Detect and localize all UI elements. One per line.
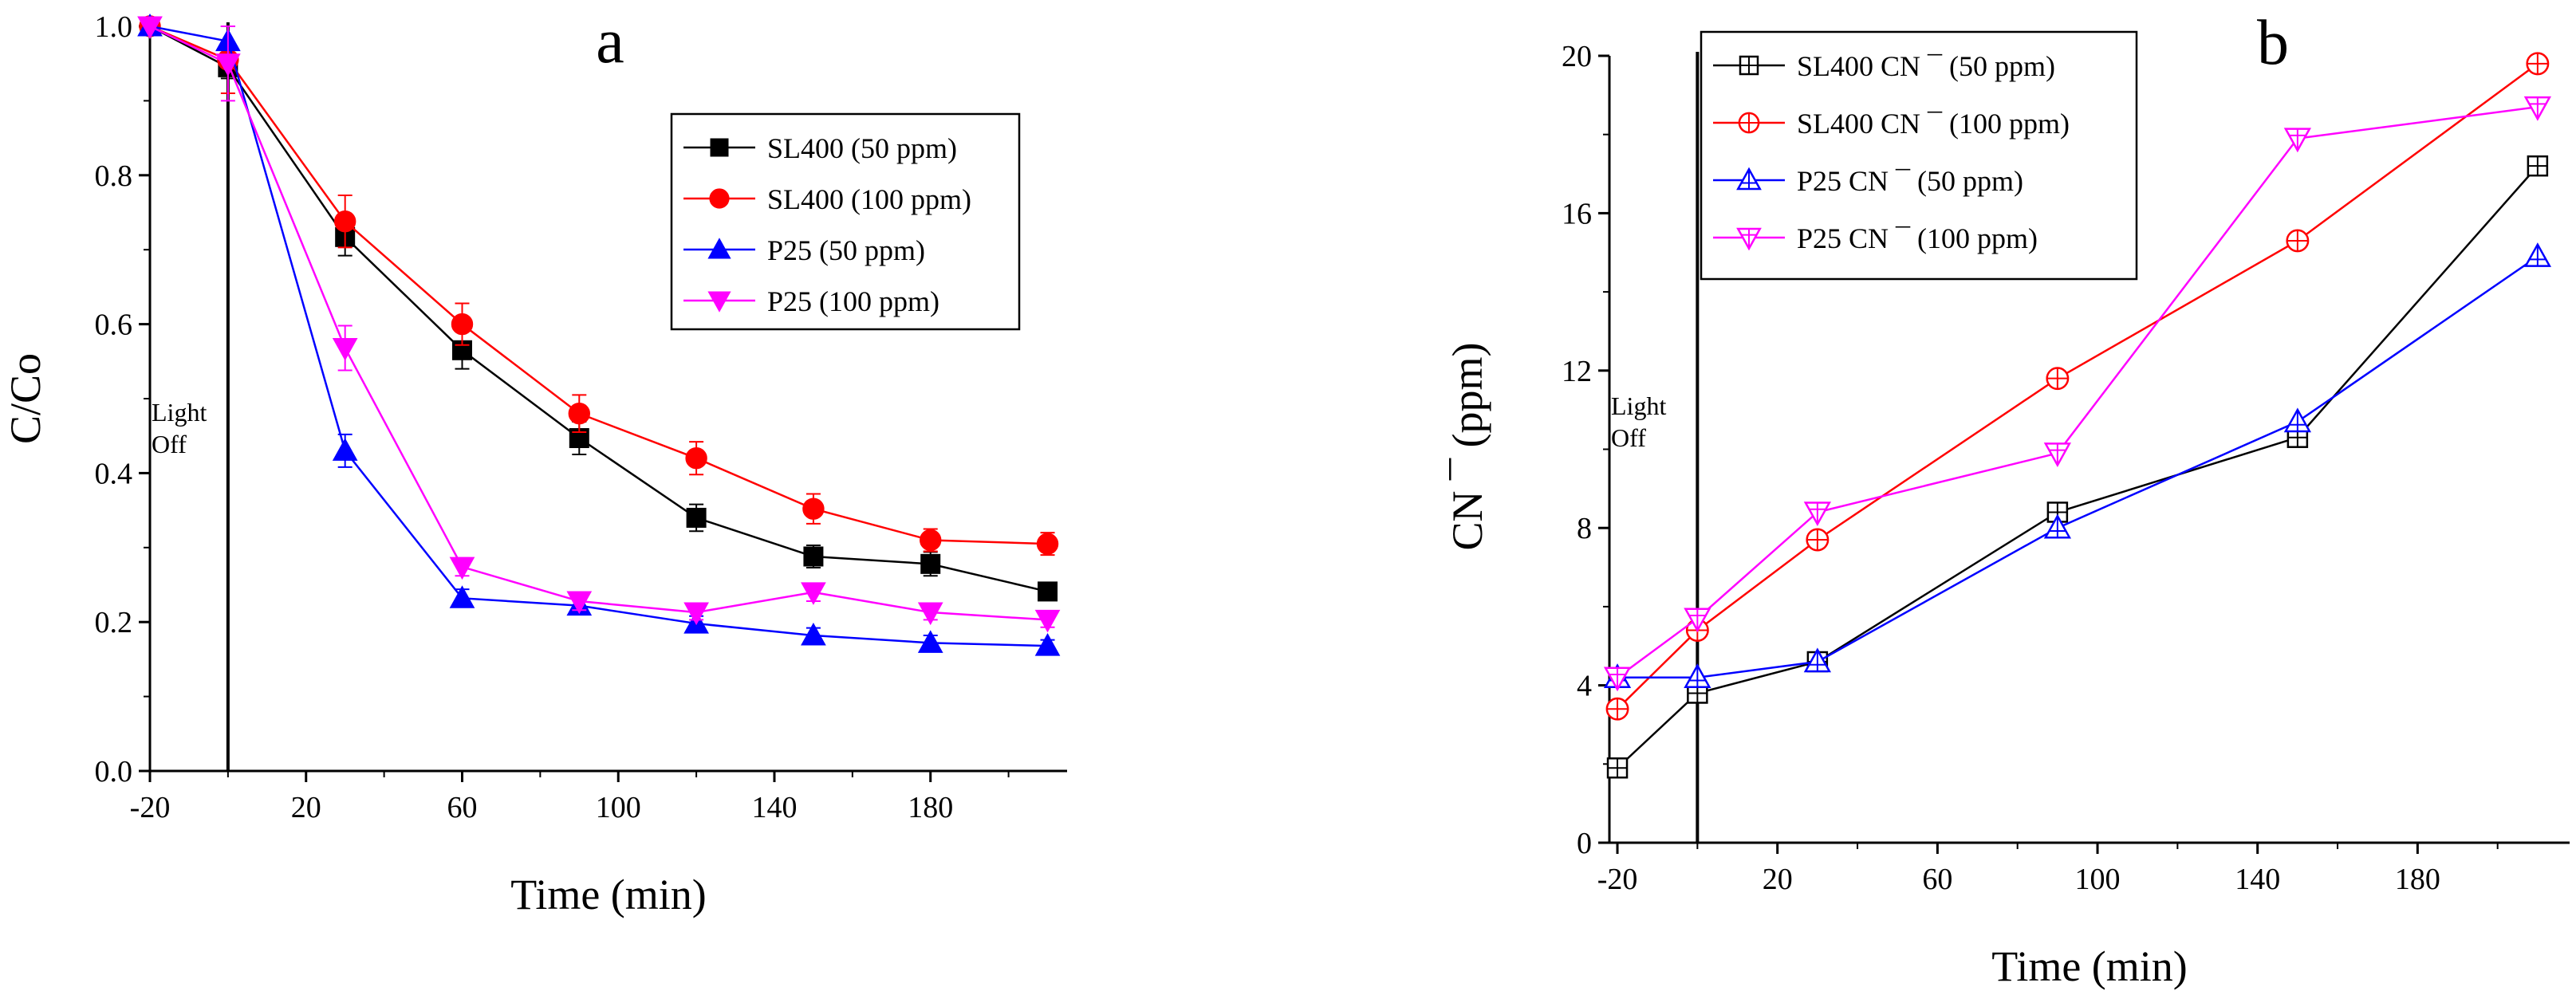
series-2 (1603, 242, 2551, 688)
legend-marker (709, 188, 730, 209)
data-point (1034, 633, 1061, 656)
legend-entry: SL400 (100 ppm) (767, 183, 971, 215)
data-point (801, 622, 826, 646)
data-point (137, 16, 163, 40)
data-point (332, 337, 358, 361)
y-tick-label: 0.2 (95, 606, 133, 639)
legend-marker (707, 238, 731, 259)
y-tick-label: 0.8 (95, 159, 133, 193)
x-tick-label: -20 (1597, 863, 1638, 896)
x-tick-label: 20 (291, 791, 321, 824)
light-off-text-line2: Off (1611, 423, 1646, 452)
legend-entry: P25 CN ¯ (100 ppm) (1797, 222, 2038, 254)
data-point (333, 210, 356, 233)
y-tick-label: 4 (1577, 670, 1592, 703)
data-point (802, 498, 825, 520)
data-point (917, 602, 943, 626)
series-line (1617, 255, 2539, 678)
x-tick-label: 180 (2395, 863, 2440, 896)
data-point (332, 438, 358, 461)
legend-entry: P25 CN ¯ (50 ppm) (1797, 165, 2023, 197)
data-point (917, 630, 943, 653)
panel-label: a (596, 6, 624, 77)
data-point (686, 507, 707, 528)
data-point (1038, 581, 1058, 602)
y-axis-label: CN ¯ (ppm) (1444, 343, 1491, 551)
y-axis-label: C/Co (2, 353, 49, 444)
data-point (920, 529, 942, 552)
series-line (1617, 62, 2539, 710)
x-tick-label: -20 (130, 791, 171, 824)
data-point (449, 585, 475, 608)
data-point (1034, 609, 1061, 633)
data-point (566, 591, 593, 615)
light-off-text-line1: Light (1611, 391, 1666, 420)
legend-entry: P25 (100 ppm) (767, 285, 939, 317)
data-point (683, 602, 709, 626)
light-off-text-line2: Off (152, 430, 187, 458)
chart-panel-b: 0 4 8 12 16 20 -20 20 60 100 140 180 Time (min) CN ¯ … (1444, 8, 2570, 990)
legend-entry: P25 (50 ppm) (767, 234, 925, 266)
x-tick-label: 180 (908, 791, 953, 824)
data-point (451, 313, 474, 336)
data-point (801, 582, 826, 605)
legend-entry: SL400 (50 ppm) (767, 132, 957, 164)
y-tick-label: 0.4 (95, 457, 133, 490)
legend-marker (710, 138, 729, 157)
x-tick-label: 20 (1763, 863, 1793, 896)
y-tick-label: 16 (1562, 197, 1592, 230)
data-point (568, 402, 590, 425)
series-0 (140, 16, 1058, 602)
x-tick-label: 100 (2075, 863, 2121, 896)
x-tick-label: 60 (1922, 863, 1952, 896)
panel-label: b (2257, 8, 2289, 78)
series-3 (137, 16, 1061, 633)
data-point (803, 546, 824, 567)
y-tick-label: 0 (1577, 827, 1592, 860)
legend-entry: SL400 CN ¯ (100 ppm) (1797, 108, 2070, 140)
y-tick-label: 0.0 (95, 755, 133, 789)
x-tick-label: 140 (751, 791, 797, 824)
legend: SL400 CN ¯ (50 ppm) SL400 CN ¯ (100 ppm) P… (1700, 30, 2138, 281)
y-tick-label: 20 (1562, 40, 1592, 73)
x-tick-label: 60 (447, 791, 477, 824)
x-tick-label: 100 (596, 791, 641, 824)
data-point (215, 53, 241, 77)
data-point (685, 447, 707, 470)
data-point (1036, 533, 1059, 555)
series-3 (1603, 96, 2551, 692)
legend-entry: SL400 CN ¯ (50 ppm) (1797, 50, 2055, 82)
y-tick-label: 12 (1562, 355, 1592, 388)
legend-marker (707, 291, 731, 313)
data-point (449, 556, 475, 580)
legend: SL400 (50 ppm) SL400 (100 ppm) P25 (50 ppm… (670, 112, 1021, 331)
series-line (1617, 105, 2539, 678)
x-axis-label: Time (min) (1991, 942, 2188, 990)
x-axis-label: Time (min) (510, 871, 707, 918)
chart-panel-a: 0.0 0.2 0.4 0.6 0.8 1.0 -20 20 60 100 140 180 Time (… (2, 6, 1067, 918)
y-tick-label: 0.6 (95, 309, 133, 342)
y-tick-label: 8 (1577, 512, 1592, 545)
x-tick-label: 140 (2235, 863, 2280, 896)
data-point (920, 553, 941, 574)
y-tick-label: 1.0 (95, 10, 133, 44)
series-line (1617, 165, 2539, 769)
light-off-text-line1: Light (152, 398, 207, 427)
